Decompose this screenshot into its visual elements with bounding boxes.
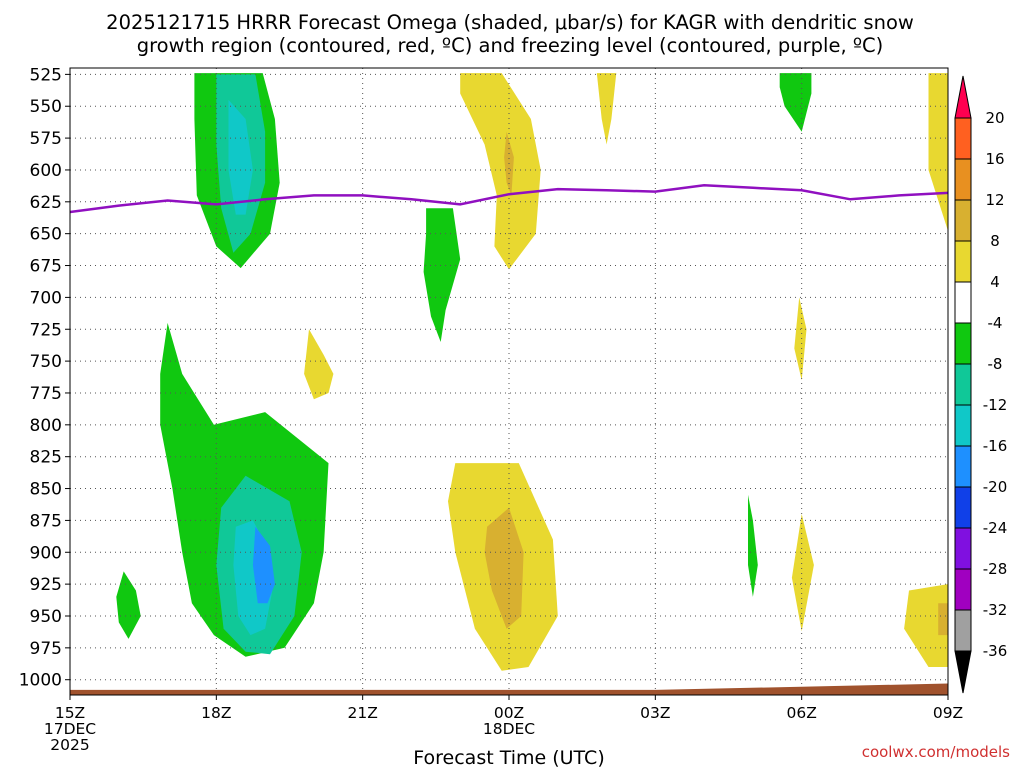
x-tick-label: 21Z bbox=[347, 704, 377, 722]
omega-region-neg-low-core bbox=[252, 526, 275, 604]
colorbar-segment bbox=[954, 199, 972, 242]
omega-region-pos-low-core bbox=[484, 507, 524, 629]
omega-region-pos-lower-right bbox=[904, 584, 948, 667]
x-tick-label: 18Z bbox=[201, 704, 231, 722]
colorbar-segment bbox=[954, 609, 972, 652]
omega-region-neg-col-mid bbox=[423, 208, 461, 342]
colorbar-segment bbox=[954, 281, 972, 324]
omega-region-pos-upper bbox=[460, 73, 541, 270]
x-tick-label: 09Z bbox=[933, 704, 963, 722]
x-tick-label: 2025 bbox=[50, 736, 89, 754]
colorbar-label: -4 bbox=[988, 314, 1003, 332]
colorbar-segment bbox=[954, 445, 972, 488]
freezing-level-line bbox=[70, 183, 948, 214]
y-tick-label: 875 bbox=[30, 511, 62, 531]
y-tick-label: 650 bbox=[30, 225, 62, 245]
y-tick-label: 1000 bbox=[19, 671, 62, 691]
x-axis-label: Forecast Time (UTC) bbox=[413, 747, 604, 768]
y-tick-label: 600 bbox=[30, 161, 62, 181]
y-axis-ticks: 525 550 575 600 625 650 675 700 725 750 775 800 825 8… bbox=[19, 65, 70, 691]
x-tick-label: 03Z bbox=[640, 704, 670, 722]
colorbar-top-arrow bbox=[954, 75, 972, 119]
colorbar-label: -16 bbox=[983, 437, 1008, 455]
colorbar-label: -24 bbox=[983, 519, 1008, 537]
x-tick-label: 06Z bbox=[786, 704, 816, 722]
x-tick-label: 15Z bbox=[55, 704, 85, 722]
colorbar-label: 20 bbox=[985, 109, 1004, 127]
colorbar-segment bbox=[954, 486, 972, 529]
chart-title-line1: 2025121715 HRRR Forecast Omega (shaded, … bbox=[106, 11, 914, 34]
colorbar-segment bbox=[954, 404, 972, 447]
colorbar-label: 4 bbox=[990, 273, 1000, 291]
colorbar: 20 16 12 8 4 -4 -8 -12 -16 -20 -24 -28 -32 -36 bbox=[954, 75, 1008, 694]
y-tick-label: 800 bbox=[30, 416, 62, 436]
omega-region-pos-lower-right-core bbox=[938, 603, 948, 636]
y-tick-label: 675 bbox=[30, 257, 62, 277]
y-tick-label: 850 bbox=[30, 480, 62, 500]
y-tick-label: 550 bbox=[30, 97, 62, 117]
omega-region-neg-upper-core bbox=[228, 99, 253, 215]
y-tick-label: 925 bbox=[30, 575, 62, 595]
colorbar-segment bbox=[954, 158, 972, 201]
x-tick-label: 17DEC bbox=[44, 720, 96, 738]
colorbar-segment bbox=[954, 527, 972, 570]
colorbar-label: -36 bbox=[983, 642, 1008, 660]
y-tick-label: 825 bbox=[30, 448, 62, 468]
colorbar-label: -20 bbox=[983, 478, 1008, 496]
x-tick-label: 00Z bbox=[494, 704, 524, 722]
credit-text: coolwx.com/models bbox=[862, 743, 1010, 761]
omega-region-neg-small-mid bbox=[748, 494, 758, 597]
y-tick-label: 950 bbox=[30, 607, 62, 627]
y-tick-label: 750 bbox=[30, 352, 62, 372]
colorbar-segment bbox=[954, 117, 972, 160]
y-tick-label: 525 bbox=[30, 65, 62, 85]
omega-region-pos-thin bbox=[596, 73, 617, 145]
chart-title-line2: growth region (contoured, red, ºC) and f… bbox=[137, 34, 884, 57]
omega-region-pos-small-mid bbox=[304, 329, 334, 400]
y-tick-label: 575 bbox=[30, 129, 62, 149]
plot-area bbox=[70, 68, 948, 695]
colorbar-label: -32 bbox=[983, 601, 1008, 619]
omega-region-neg-top-right bbox=[779, 73, 812, 132]
x-tick-label: 18DEC bbox=[483, 720, 535, 738]
colorbar-segment bbox=[954, 363, 972, 406]
surface-terrain bbox=[70, 683, 948, 695]
colorbar-segment bbox=[954, 322, 972, 365]
omega-region-pos-small-right2 bbox=[791, 514, 814, 632]
colorbar-label: -28 bbox=[983, 560, 1008, 578]
y-tick-label: 725 bbox=[30, 320, 62, 340]
colorbar-label: -8 bbox=[988, 355, 1003, 373]
y-tick-label: 625 bbox=[30, 193, 62, 213]
y-tick-label: 775 bbox=[30, 384, 62, 404]
omega-region-pos-small-right bbox=[794, 297, 807, 381]
omega-region-neg-small-left bbox=[116, 571, 141, 639]
y-tick-label: 900 bbox=[30, 543, 62, 563]
colorbar-label: -12 bbox=[983, 396, 1008, 414]
colorbar-segment bbox=[954, 240, 972, 283]
colorbar-segment bbox=[954, 568, 972, 611]
colorbar-label: 12 bbox=[985, 191, 1004, 209]
colorbar-bottom-arrow bbox=[954, 650, 972, 694]
omega-region-pos-upper-right bbox=[928, 73, 948, 232]
y-tick-label: 975 bbox=[30, 639, 62, 659]
omega-shading bbox=[116, 73, 948, 671]
colorbar-label: 16 bbox=[985, 150, 1004, 168]
colorbar-label: 8 bbox=[990, 232, 1000, 250]
y-tick-label: 700 bbox=[30, 288, 62, 308]
